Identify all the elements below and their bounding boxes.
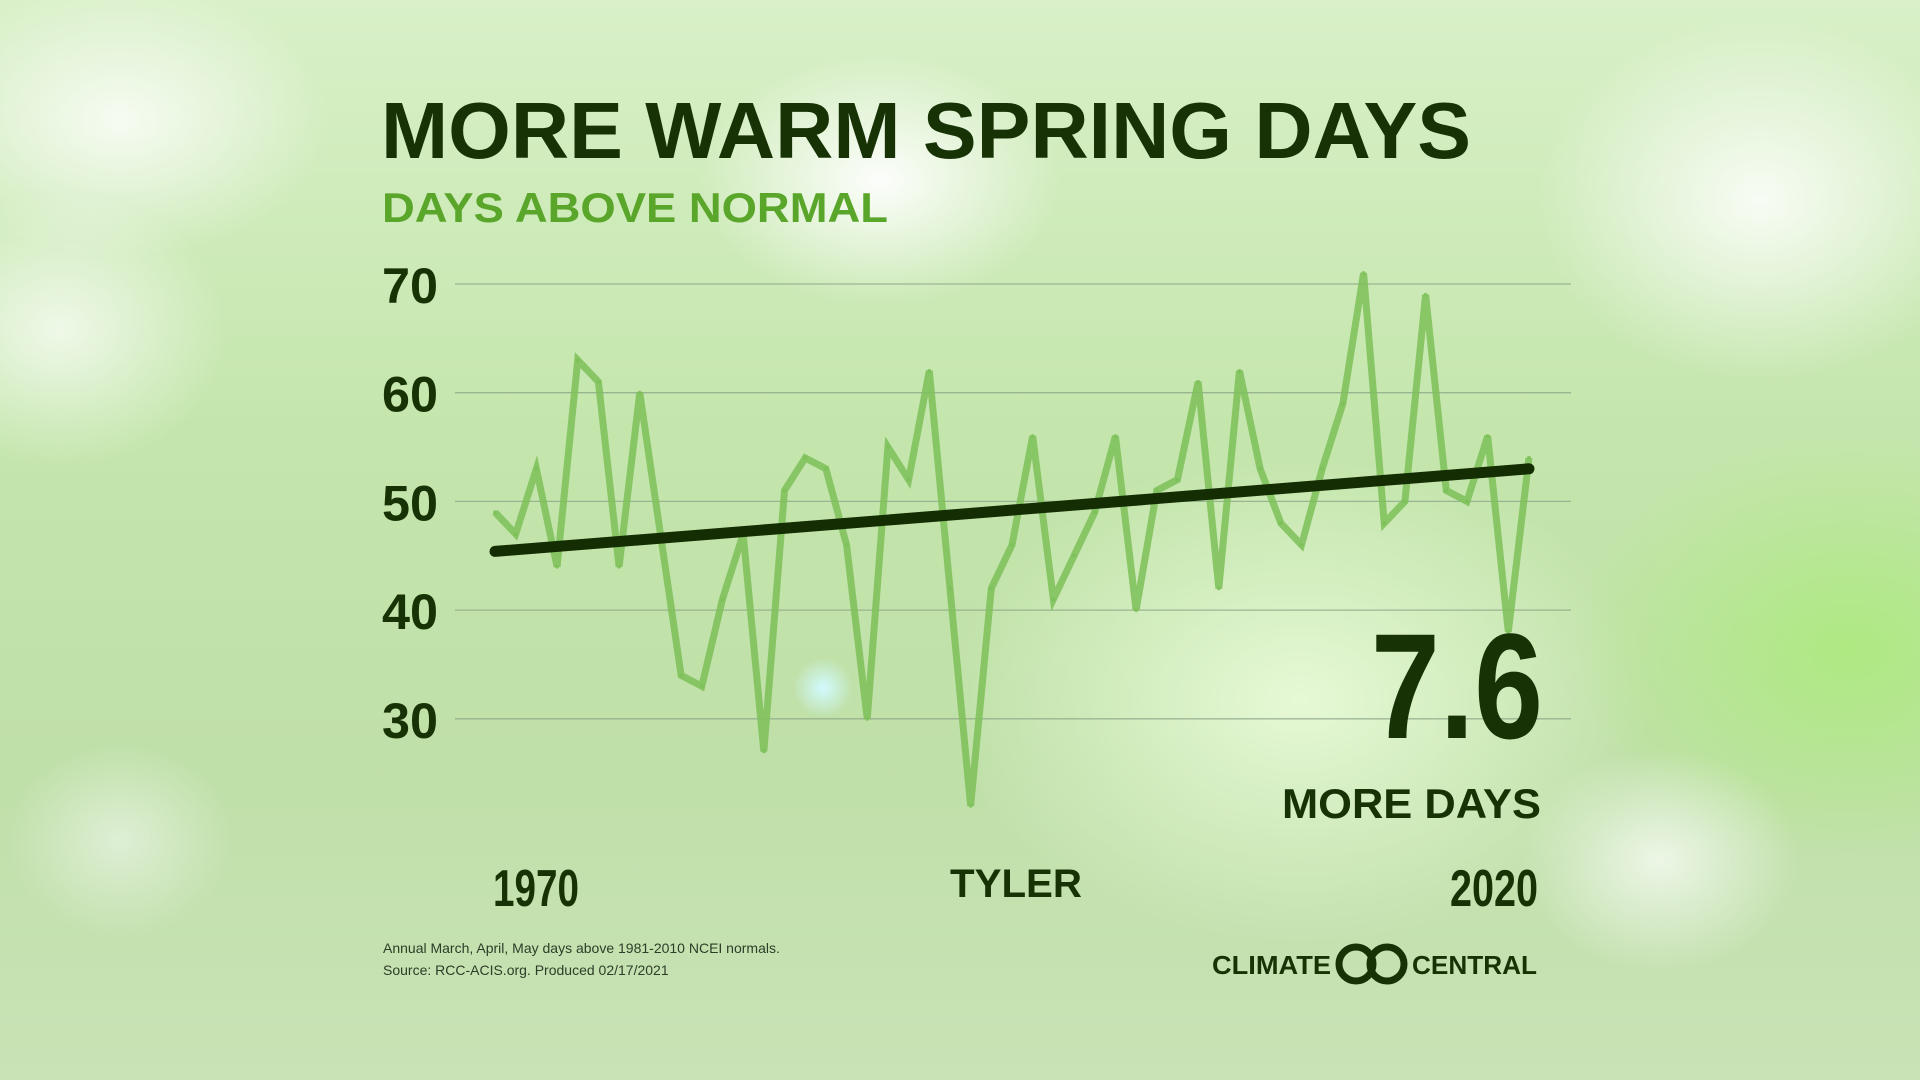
data-point-2011: [1340, 401, 1345, 406]
data-point-1988: [865, 716, 870, 721]
y-tick-label: 60: [382, 367, 438, 423]
location-label: TYLER: [950, 862, 1082, 906]
data-point-1973: [555, 564, 560, 569]
data-point-2004: [1196, 379, 1201, 384]
data-point-1980: [699, 684, 704, 689]
data-point-1975: [596, 379, 601, 384]
x-tick-label-start: 1970: [493, 860, 579, 918]
data-point-1984: [782, 488, 787, 493]
data-point-2018: [1485, 434, 1490, 439]
data-point-2014: [1402, 499, 1407, 504]
data-point-1981: [720, 597, 725, 602]
data-point-2017: [1464, 499, 1469, 504]
data-point-1992: [947, 586, 952, 591]
data-point-1990: [906, 477, 911, 482]
y-axis-ticks: 70 60 50 40 30: [382, 258, 438, 749]
data-point-2003: [1175, 477, 1180, 482]
data-point-2005: [1216, 586, 1221, 591]
data-point-2002: [1154, 488, 1159, 493]
y-tick-label: 70: [382, 258, 438, 314]
data-point-1970: [493, 510, 497, 515]
data-point-1977: [637, 390, 642, 395]
data-point-2001: [1134, 608, 1139, 613]
x-tick-label-end: 2020: [1450, 860, 1538, 918]
data-point-1974: [575, 358, 580, 363]
data-point-1985: [803, 455, 808, 460]
data-point-1994: [989, 586, 994, 591]
data-point-2000: [1113, 434, 1118, 439]
data-point-2019: [1506, 629, 1511, 634]
y-tick-label: 40: [382, 584, 438, 640]
data-point-2020: [1527, 455, 1531, 460]
data-point-1999: [1092, 510, 1097, 515]
data-point-1997: [1051, 597, 1056, 602]
y-tick-label: 30: [382, 693, 438, 749]
data-point-1996: [1030, 434, 1035, 439]
footnote-line-1: Annual March, April, May days above 1981…: [383, 940, 780, 956]
data-point-2006: [1237, 368, 1242, 373]
footnote-line-2: Source: RCC-ACIS.org. Produced 02/17/202…: [383, 962, 669, 978]
data-point-1998: [1072, 553, 1077, 558]
data-point-1972: [534, 466, 539, 471]
trend-change-label: MORE DAYS: [1282, 780, 1541, 827]
trend-change-value: 7.6: [1371, 602, 1543, 770]
logo-text-left: CLIMATE: [1212, 950, 1331, 980]
climate-central-logo: CLIMATE CENTRAL: [1212, 943, 1537, 985]
data-point-2012: [1361, 271, 1366, 276]
data-point-1995: [1010, 542, 1014, 547]
data-point-2016: [1444, 488, 1449, 493]
data-point-2007: [1258, 466, 1263, 471]
chart-title: MORE WARM SPRING DAYS: [381, 86, 1471, 175]
data-point-2013: [1382, 521, 1387, 526]
data-point-1979: [679, 673, 684, 678]
chart-subtitle: DAYS ABOVE NORMAL: [382, 184, 888, 231]
data-point-1971: [513, 532, 518, 537]
data-point-1993: [968, 803, 973, 808]
data-point-2009: [1299, 542, 1304, 547]
logo-rings-icon: [1335, 943, 1408, 985]
trend-line: [489, 463, 1535, 557]
data-point-1976: [617, 564, 622, 569]
data-point-2008: [1278, 521, 1283, 526]
data-point-1983: [761, 749, 766, 754]
y-tick-label: 50: [382, 475, 438, 531]
data-point-1991: [927, 368, 932, 373]
data-point-1986: [823, 466, 828, 471]
data-point-1989: [885, 445, 890, 450]
data-point-2010: [1320, 466, 1325, 471]
series-days-above-normal: [492, 271, 1533, 808]
trend-line-group: [489, 463, 1535, 557]
logo-text-right: CENTRAL: [1412, 950, 1537, 980]
data-point-2015: [1423, 292, 1428, 297]
data-point-1987: [844, 542, 849, 547]
